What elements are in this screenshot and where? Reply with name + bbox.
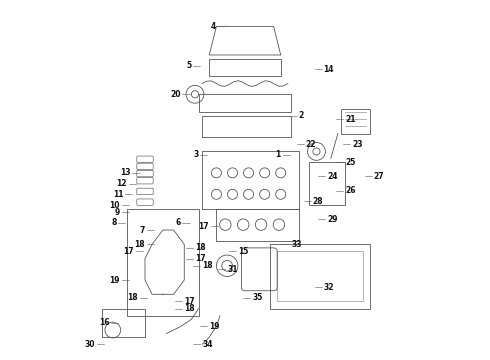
Text: 18: 18: [127, 293, 138, 302]
Text: 15: 15: [238, 247, 248, 256]
Text: 11: 11: [113, 190, 123, 199]
Text: 22: 22: [306, 140, 316, 149]
Text: 29: 29: [327, 215, 338, 224]
Text: 1: 1: [275, 150, 281, 159]
Text: 16: 16: [99, 318, 109, 327]
Text: 8: 8: [111, 219, 117, 228]
Text: 6: 6: [175, 219, 181, 228]
Text: 18: 18: [202, 261, 213, 270]
Text: 28: 28: [313, 197, 323, 206]
Text: 17: 17: [195, 254, 206, 263]
Text: 14: 14: [323, 65, 334, 74]
Text: 33: 33: [292, 240, 302, 249]
Text: 9: 9: [115, 208, 120, 217]
Text: 18: 18: [134, 240, 145, 249]
Text: 30: 30: [84, 340, 95, 349]
Text: 17: 17: [198, 222, 209, 231]
Text: 17: 17: [184, 297, 195, 306]
Text: 13: 13: [120, 168, 131, 177]
Text: 10: 10: [109, 201, 120, 210]
Text: 25: 25: [345, 158, 355, 167]
Text: 35: 35: [252, 293, 263, 302]
Text: 20: 20: [170, 90, 181, 99]
Text: 26: 26: [345, 186, 356, 195]
Text: 21: 21: [345, 115, 356, 124]
Text: 12: 12: [117, 179, 127, 188]
Text: 24: 24: [327, 172, 338, 181]
Text: 19: 19: [209, 322, 220, 331]
Text: 4: 4: [211, 22, 217, 31]
Text: 3: 3: [194, 150, 198, 159]
Text: 18: 18: [184, 304, 195, 313]
Text: 27: 27: [373, 172, 384, 181]
Text: 2: 2: [298, 111, 304, 120]
Text: 17: 17: [123, 247, 134, 256]
Text: 19: 19: [109, 275, 120, 284]
Text: 7: 7: [140, 225, 145, 234]
Text: 5: 5: [186, 61, 192, 70]
Text: 34: 34: [202, 340, 213, 349]
Text: 23: 23: [352, 140, 363, 149]
Text: 32: 32: [323, 283, 334, 292]
Text: 31: 31: [227, 265, 238, 274]
Text: 18: 18: [195, 243, 206, 252]
